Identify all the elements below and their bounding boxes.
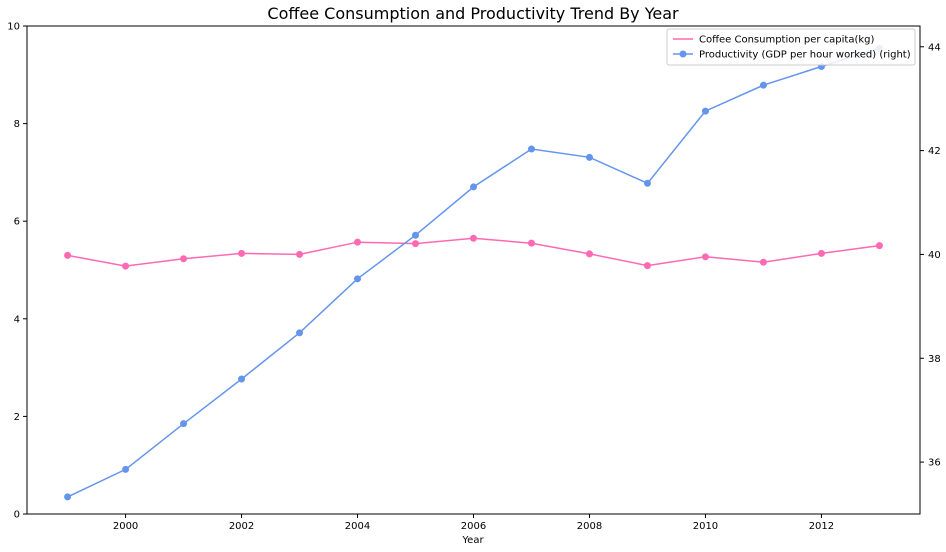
x-tick-label: 2000 [113, 521, 138, 532]
data-point-series-2 [238, 375, 246, 383]
y-left-tick-label: 4 [14, 314, 20, 325]
data-point-series-1 [412, 240, 420, 248]
x-tick-label: 2008 [577, 521, 602, 532]
plot-area: 2000 2002 2004 2006 2008 2010 2012 0 2 4 6 8 10 36 38 4… [7, 22, 940, 533]
y-right-tick-label: 42 [928, 146, 941, 157]
data-point-series-2 [759, 81, 767, 89]
x-tick-label: 2002 [229, 521, 254, 532]
data-point-series-2 [296, 329, 304, 337]
data-point-series-1 [354, 238, 362, 246]
data-point-series-2 [354, 275, 362, 283]
data-point-series-1 [470, 234, 477, 242]
data-point-series-1 [759, 258, 767, 266]
y-right-tick-label: 36 [928, 458, 941, 469]
data-point-series-1 [643, 262, 651, 270]
data-point-series-2 [585, 153, 593, 161]
data-point-series-2 [64, 493, 72, 501]
data-point-series-2 [643, 179, 651, 187]
data-point-series-1 [122, 262, 130, 270]
data-point-series-2 [701, 107, 709, 115]
y-right-tick-label: 38 [928, 354, 941, 365]
legend-marker-2 [679, 50, 687, 58]
x-tick-label: 2010 [693, 521, 718, 532]
chart-title: Coffee Consumption and Productivity Tren… [267, 4, 679, 23]
data-point-series-1 [64, 251, 72, 259]
data-point-series-2 [180, 420, 188, 428]
data-point-series-1 [180, 255, 188, 263]
data-point-series-1 [875, 242, 883, 250]
data-point-series-2 [470, 183, 477, 191]
y-right-tick-label: 44 [928, 42, 941, 53]
x-tick-label: 2006 [461, 521, 486, 532]
x-axis-label: Year [461, 535, 484, 546]
y-right-tick-label: 40 [928, 250, 941, 261]
y-left-tick-label: 6 [14, 217, 20, 228]
y-left-tick-label: 2 [14, 412, 20, 423]
series-line-1 [67, 237, 880, 267]
data-point-series-1 [585, 250, 593, 258]
data-point-series-2 [122, 465, 130, 473]
legend-box [666, 28, 916, 66]
data-point-series-1 [238, 249, 246, 257]
data-point-series-2 [412, 231, 420, 239]
x-tick-label: 2012 [809, 521, 834, 532]
legend: Coffee Consumption per capita(kg) Product… [666, 28, 916, 66]
data-point-series-1 [296, 250, 304, 258]
data-point-series-1 [527, 239, 535, 247]
x-tick-label: 2004 [345, 521, 370, 532]
data-point-series-1 [817, 249, 825, 257]
y-left-tick-label: 10 [7, 22, 20, 33]
legend-entry-1: Coffee Consumption per capita(kg) [699, 35, 875, 46]
data-point-series-1 [701, 253, 709, 261]
legend-entry-2: Productivity (GDP per hour worked) (righ… [699, 50, 911, 61]
data-point-series-2 [527, 145, 535, 153]
series-line-2 [67, 47, 880, 498]
y-left-tick-label: 8 [14, 119, 20, 130]
y-left-tick-label: 0 [14, 510, 20, 521]
